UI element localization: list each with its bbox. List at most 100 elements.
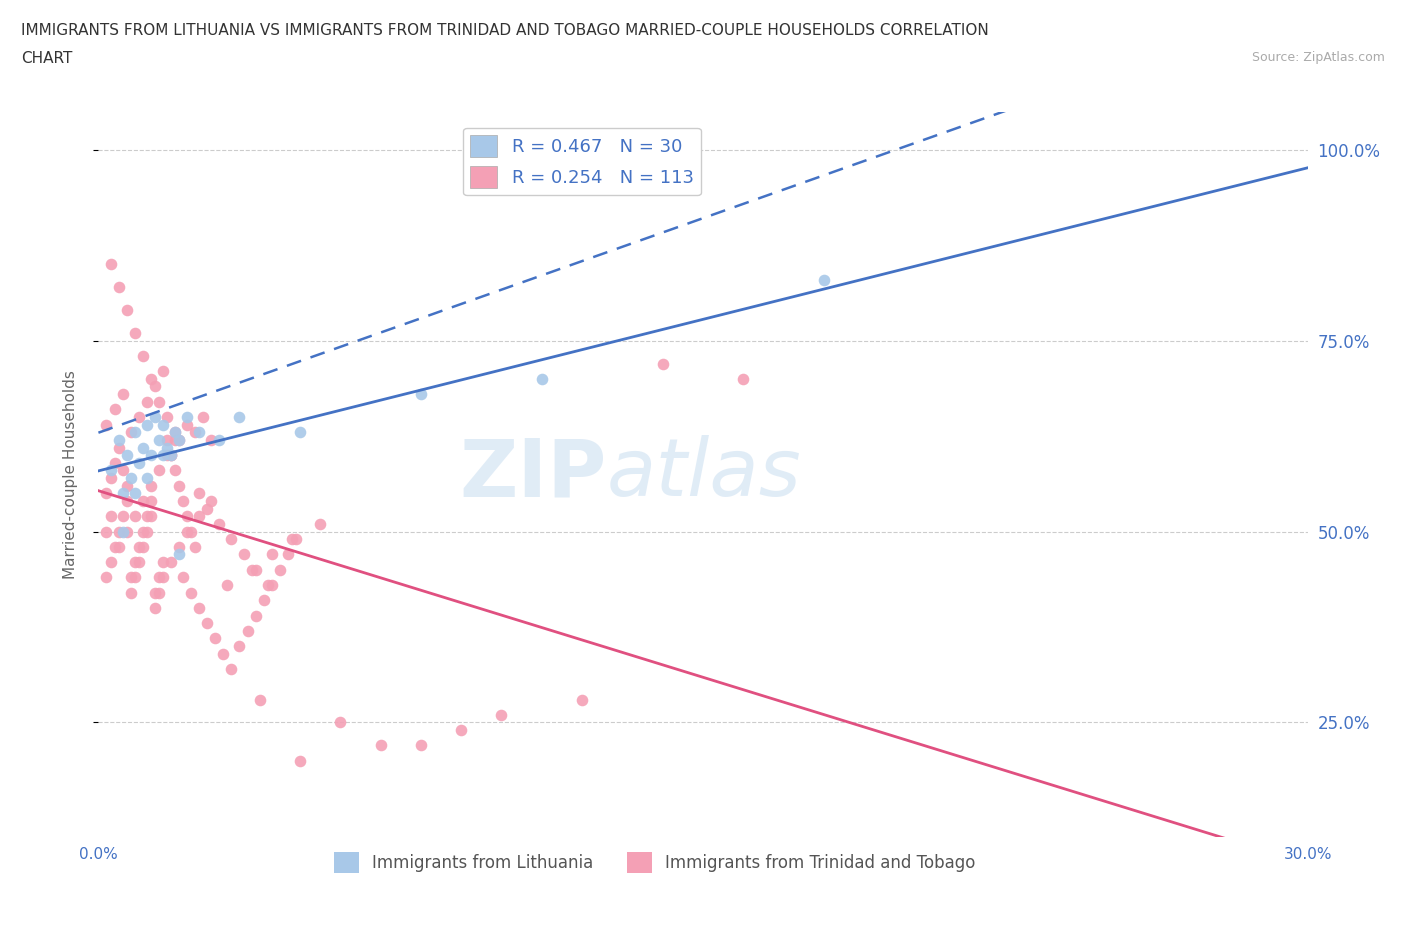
- Point: [245, 608, 267, 623]
- Point: [135, 418, 157, 432]
- Point: [115, 447, 138, 462]
- Point: [160, 447, 183, 462]
- Point: [172, 570, 194, 585]
- Point: [160, 554, 183, 569]
- Point: [103, 456, 125, 471]
- Point: [124, 570, 146, 585]
- Point: [200, 494, 222, 509]
- Point: [260, 547, 283, 562]
- Legend: Immigrants from Lithuania, Immigrants from Trinidad and Tobago: Immigrants from Lithuania, Immigrants fr…: [328, 845, 983, 880]
- Point: [115, 525, 138, 539]
- Point: [284, 532, 307, 547]
- Point: [228, 409, 250, 424]
- Point: [124, 554, 146, 569]
- Point: [409, 737, 432, 752]
- Point: [530, 371, 553, 386]
- Point: [139, 494, 162, 509]
- Point: [163, 432, 186, 447]
- Point: [148, 394, 170, 409]
- Point: [148, 570, 170, 585]
- Point: [176, 525, 198, 539]
- Point: [236, 623, 259, 638]
- Point: [139, 447, 162, 462]
- Point: [240, 563, 263, 578]
- Point: [132, 440, 155, 455]
- Point: [167, 539, 190, 554]
- Point: [100, 463, 122, 478]
- Text: ZIP: ZIP: [458, 435, 606, 513]
- Point: [135, 509, 157, 524]
- Point: [128, 409, 150, 424]
- Point: [269, 563, 291, 578]
- Point: [115, 478, 138, 493]
- Point: [96, 570, 118, 585]
- Point: [163, 425, 186, 440]
- Point: [115, 302, 138, 317]
- Point: [111, 486, 134, 501]
- Point: [288, 753, 311, 768]
- Point: [120, 570, 142, 585]
- Point: [148, 585, 170, 600]
- Point: [120, 425, 142, 440]
- Point: [152, 570, 174, 585]
- Point: [96, 418, 118, 432]
- Point: [309, 516, 332, 531]
- Point: [156, 447, 179, 462]
- Point: [132, 349, 155, 364]
- Text: atlas: atlas: [606, 435, 801, 513]
- Point: [111, 463, 134, 478]
- Point: [176, 509, 198, 524]
- Point: [124, 509, 146, 524]
- Point: [260, 578, 283, 592]
- Point: [204, 631, 226, 646]
- Point: [135, 471, 157, 485]
- Point: [249, 692, 271, 707]
- Point: [152, 447, 174, 462]
- Point: [143, 409, 166, 424]
- Point: [409, 387, 432, 402]
- Point: [167, 432, 190, 447]
- Point: [148, 463, 170, 478]
- Point: [132, 494, 155, 509]
- Point: [143, 585, 166, 600]
- Text: Source: ZipAtlas.com: Source: ZipAtlas.com: [1251, 51, 1385, 64]
- Point: [156, 409, 179, 424]
- Point: [651, 356, 673, 371]
- Point: [176, 418, 198, 432]
- Point: [450, 723, 472, 737]
- Point: [100, 257, 122, 272]
- Point: [281, 532, 304, 547]
- Point: [111, 509, 134, 524]
- Point: [221, 661, 243, 676]
- Point: [188, 486, 211, 501]
- Point: [491, 708, 513, 723]
- Point: [96, 525, 118, 539]
- Point: [139, 371, 162, 386]
- Point: [120, 585, 142, 600]
- Text: CHART: CHART: [21, 51, 73, 66]
- Point: [120, 471, 142, 485]
- Point: [100, 471, 122, 485]
- Text: IMMIGRANTS FROM LITHUANIA VS IMMIGRANTS FROM TRINIDAD AND TOBAGO MARRIED-COUPLE : IMMIGRANTS FROM LITHUANIA VS IMMIGRANTS …: [21, 23, 988, 38]
- Point: [107, 280, 129, 295]
- Point: [128, 554, 150, 569]
- Point: [180, 525, 202, 539]
- Point: [111, 525, 134, 539]
- Point: [156, 432, 179, 447]
- Point: [188, 509, 211, 524]
- Point: [107, 440, 129, 455]
- Point: [111, 387, 134, 402]
- Point: [152, 418, 174, 432]
- Point: [132, 525, 155, 539]
- Point: [148, 432, 170, 447]
- Point: [221, 532, 243, 547]
- Point: [152, 364, 174, 379]
- Point: [232, 547, 254, 562]
- Point: [124, 326, 146, 340]
- Point: [200, 432, 222, 447]
- Point: [163, 425, 186, 440]
- Point: [217, 578, 239, 592]
- Point: [107, 539, 129, 554]
- Point: [193, 409, 215, 424]
- Point: [128, 539, 150, 554]
